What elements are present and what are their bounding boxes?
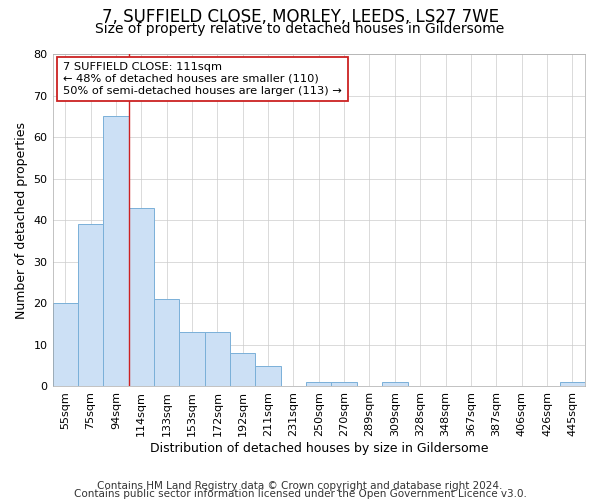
Bar <box>256 366 281 386</box>
Y-axis label: Number of detached properties: Number of detached properties <box>15 122 28 318</box>
Bar <box>205 332 230 386</box>
Bar <box>331 382 357 386</box>
Bar <box>179 332 205 386</box>
Bar <box>382 382 407 386</box>
Text: Size of property relative to detached houses in Gildersome: Size of property relative to detached ho… <box>95 22 505 36</box>
Text: 7 SUFFIELD CLOSE: 111sqm
← 48% of detached houses are smaller (110)
50% of semi-: 7 SUFFIELD CLOSE: 111sqm ← 48% of detach… <box>63 62 342 96</box>
X-axis label: Distribution of detached houses by size in Gildersome: Distribution of detached houses by size … <box>149 442 488 455</box>
Text: 7, SUFFIELD CLOSE, MORLEY, LEEDS, LS27 7WE: 7, SUFFIELD CLOSE, MORLEY, LEEDS, LS27 7… <box>101 8 499 26</box>
Bar <box>154 299 179 386</box>
Bar <box>78 224 103 386</box>
Bar <box>53 304 78 386</box>
Bar <box>103 116 128 386</box>
Bar <box>306 382 331 386</box>
Text: Contains HM Land Registry data © Crown copyright and database right 2024.: Contains HM Land Registry data © Crown c… <box>97 481 503 491</box>
Bar <box>560 382 585 386</box>
Bar <box>128 208 154 386</box>
Bar <box>230 353 256 386</box>
Text: Contains public sector information licensed under the Open Government Licence v3: Contains public sector information licen… <box>74 489 526 499</box>
